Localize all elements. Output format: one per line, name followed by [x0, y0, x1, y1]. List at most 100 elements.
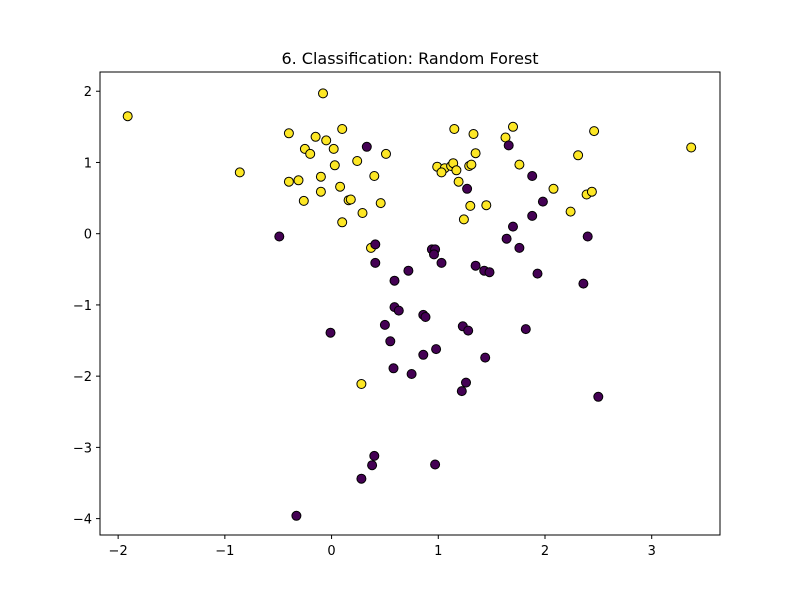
data-point-class-1	[514, 159, 525, 170]
y-tick-label: −4	[73, 513, 92, 528]
data-point-class-0	[537, 196, 548, 207]
data-point-class-0	[431, 344, 442, 355]
data-point-class-1	[458, 214, 469, 225]
data-point-class-1	[337, 124, 348, 134]
data-point-class-1	[283, 176, 294, 187]
data-point-class-0	[406, 369, 417, 379]
data-point-class-0	[370, 239, 381, 250]
data-point-class-1	[234, 167, 245, 178]
data-point-class-1	[318, 88, 328, 99]
data-point-class-1	[451, 165, 462, 176]
data-point-class-1	[298, 195, 309, 206]
data-point-class-0	[291, 510, 302, 521]
data-point-class-0	[369, 450, 380, 461]
data-point-class-0	[325, 327, 336, 338]
data-point-class-1	[337, 217, 348, 228]
x-tick-label: 1	[434, 544, 442, 559]
data-point-class-0	[356, 473, 367, 484]
data-point-class-0	[593, 391, 604, 402]
data-point-class-0	[379, 319, 390, 330]
data-point-class-1	[449, 124, 460, 134]
data-point-class-1	[453, 176, 464, 187]
data-point-class-0	[367, 460, 378, 471]
data-point-class-1	[283, 128, 294, 139]
plot-frame	[99, 71, 721, 536]
data-point-class-0	[508, 221, 518, 232]
data-point-class-0	[503, 140, 514, 151]
y-tick-label: 0	[84, 228, 92, 243]
y-tick-label: −2	[73, 370, 92, 385]
data-point-class-1	[573, 150, 584, 161]
data-point-class-1	[328, 143, 339, 154]
data-point-class-0	[520, 324, 531, 335]
data-point-class-0	[385, 336, 396, 347]
data-point-class-0	[430, 459, 441, 470]
data-point-class-0	[463, 325, 474, 336]
data-point-class-0	[501, 233, 512, 244]
data-point-class-1	[565, 206, 576, 217]
data-point-class-0	[420, 312, 431, 322]
data-point-class-1	[508, 121, 518, 132]
data-point-class-1	[470, 148, 481, 159]
data-point-class-0	[274, 231, 285, 242]
data-point-class-1	[321, 135, 332, 146]
data-point-class-0	[393, 305, 404, 316]
data-point-class-1	[345, 194, 356, 205]
data-point-class-1	[315, 186, 326, 197]
data-point-class-1	[329, 160, 340, 171]
x-axis: −2 −1 0 1 2 3	[109, 535, 656, 559]
data-point-class-1	[352, 156, 363, 166]
data-point-class-0	[389, 275, 400, 286]
data-point-class-0	[527, 210, 538, 221]
data-point-class-1	[375, 198, 386, 209]
data-point-class-1	[548, 183, 559, 194]
data-point-class-0	[527, 171, 538, 181]
data-point-class-1	[356, 379, 367, 389]
data-point-class-0	[429, 249, 439, 260]
data-point-class-1	[310, 131, 321, 142]
data-point-class-0	[514, 242, 525, 253]
data-point-class-0	[388, 363, 399, 374]
y-axis: −4 −3 −2 −1 0 1 2	[73, 85, 100, 528]
y-tick-label: 2	[84, 85, 92, 100]
data-point-class-1	[381, 148, 391, 159]
data-point-class-0	[532, 268, 543, 279]
x-tick-label: −1	[215, 544, 234, 559]
data-point-class-1	[589, 126, 600, 137]
data-point-class-1	[468, 129, 479, 139]
points-layer	[122, 88, 697, 521]
data-point-class-0	[370, 257, 381, 268]
data-point-class-0	[436, 257, 447, 268]
data-point-class-0	[403, 265, 414, 276]
x-tick-label: −2	[109, 544, 128, 559]
data-point-class-0	[582, 231, 593, 242]
data-point-class-0	[470, 260, 481, 271]
data-point-class-0	[461, 377, 471, 388]
y-tick-label: 1	[84, 156, 92, 171]
data-point-class-1	[686, 142, 697, 153]
data-point-class-1	[436, 167, 447, 178]
data-point-class-1	[369, 171, 380, 181]
data-point-class-1	[466, 159, 477, 170]
data-point-class-1	[315, 171, 326, 182]
data-point-class-1	[586, 186, 597, 197]
data-point-class-1	[465, 200, 476, 211]
data-point-class-1	[293, 175, 304, 186]
x-tick-label: 2	[541, 544, 549, 559]
data-point-class-0	[418, 349, 429, 360]
data-point-class-0	[361, 141, 372, 152]
chart-title: 6. Classification: Random Forest	[281, 49, 538, 68]
data-point-class-1	[481, 200, 492, 211]
data-point-class-1	[357, 208, 368, 218]
data-point-class-0	[462, 183, 473, 194]
data-point-class-0	[480, 352, 491, 363]
data-point-class-0	[484, 267, 495, 278]
y-tick-label: −1	[73, 299, 92, 314]
data-point-class-1	[335, 181, 346, 192]
data-point-class-0	[456, 386, 467, 397]
data-point-class-0	[578, 278, 589, 289]
y-tick-label: −3	[73, 441, 92, 456]
x-tick-label: 0	[327, 544, 335, 559]
